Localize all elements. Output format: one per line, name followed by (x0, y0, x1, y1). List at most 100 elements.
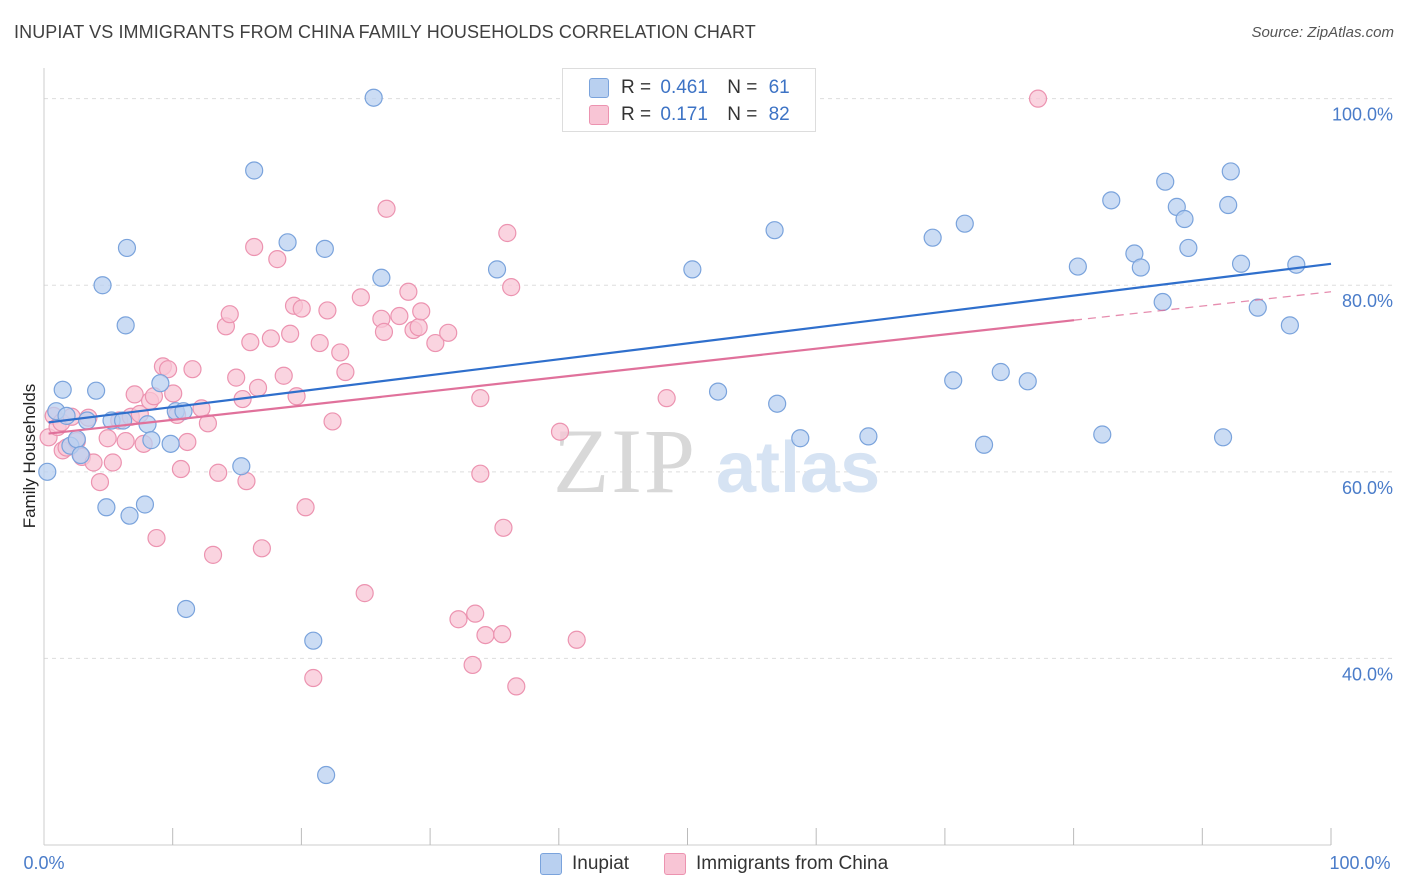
data-point-inupiat (944, 371, 963, 390)
data-point-inupiat (974, 435, 994, 454)
correlation-legend: R = 0.461 N = 61 R = 0.171 N = 82 (562, 68, 816, 132)
data-point-immigrants-from-china (463, 655, 482, 675)
data-point-immigrants-from-china (507, 677, 526, 696)
data-point-inupiat (315, 239, 334, 258)
data-point-immigrants-from-china (476, 625, 495, 645)
data-point-immigrants-from-china (493, 625, 512, 644)
trend-line-inupiat (48, 262, 1332, 424)
data-point-inupiat (116, 316, 135, 335)
data-point-immigrants-from-china (494, 518, 513, 537)
data-point-inupiat (120, 506, 139, 525)
data-point-inupiat (38, 462, 57, 481)
data-point-inupiat (1018, 372, 1037, 391)
data-point-immigrants-from-china (304, 668, 323, 688)
data-point-immigrants-from-china (147, 528, 166, 548)
data-point-inupiat (487, 260, 507, 279)
data-point-immigrants-from-china (274, 366, 293, 385)
bottom-legend-label-inupiat: Inupiat (572, 853, 630, 874)
data-point-inupiat (1231, 254, 1251, 273)
data-point-immigrants-from-china (227, 368, 246, 387)
legend-r-label: R = (621, 104, 652, 125)
legend-n-value: 61 (768, 77, 790, 98)
legend-n-label: N = (727, 77, 758, 98)
legend-n-label: N = (727, 104, 758, 125)
data-point-inupiat (71, 445, 90, 465)
legend-text-inupiat: R = 0.461 N = 61 (621, 77, 790, 99)
data-point-inupiat (317, 765, 336, 785)
data-point-immigrants-from-china (567, 630, 586, 649)
data-point-immigrants-from-china (323, 412, 342, 431)
legend-n-value: 82 (768, 104, 790, 125)
legend-r-label: R = (621, 77, 652, 98)
data-point-inupiat (955, 214, 974, 233)
data-point-immigrants-from-china (90, 472, 110, 492)
legend-r-value: 0.171 (660, 104, 708, 125)
watermark: ZIP atlas (553, 410, 880, 512)
legend-text-immigrants-from-china: R = 0.171 N = 82 (621, 104, 790, 126)
y-tick-labels: 40.0% 60.0% 80.0% 100.0% (1332, 105, 1393, 685)
data-point-immigrants-from-china (550, 422, 570, 441)
source-label: Source: ZipAtlas.com (1251, 24, 1394, 41)
chart-title: INUPIAT VS IMMIGRANTS FROM CHINA FAMILY … (14, 22, 756, 42)
data-point-inupiat (683, 260, 702, 279)
data-point-immigrants-from-china (657, 389, 676, 408)
y-tick-label: 100.0% (1332, 105, 1393, 125)
data-point-inupiat (245, 161, 264, 180)
data-point-inupiat (87, 381, 106, 400)
data-point-immigrants-from-china (449, 610, 468, 629)
data-point-immigrants-from-china (331, 343, 350, 362)
watermark-zip: ZIP (553, 410, 697, 512)
data-point-inupiat (1213, 428, 1233, 447)
data-point-immigrants-from-china (466, 604, 485, 623)
x-ticks (172, 828, 1332, 845)
data-point-immigrants-from-china (390, 306, 409, 326)
data-point-immigrants-from-china (310, 333, 329, 353)
y-tick-label: 60.0% (1342, 478, 1393, 498)
data-point-immigrants-from-china (498, 223, 517, 243)
bottom-legend-swatch-inupiat (540, 853, 562, 875)
data-point-inupiat (278, 233, 297, 252)
data-point-inupiat (161, 434, 180, 453)
data-point-inupiat (1221, 162, 1240, 181)
data-point-inupiat (67, 430, 86, 449)
data-point-immigrants-from-china (158, 360, 178, 379)
data-point-immigrants-from-china (103, 453, 122, 472)
data-point-immigrants-from-china (351, 288, 370, 307)
data-point-immigrants-from-china (178, 432, 197, 452)
data-point-inupiat (142, 431, 161, 450)
data-point-immigrants-from-china (412, 302, 431, 321)
data-point-immigrants-from-china (248, 378, 268, 397)
data-point-inupiat (93, 276, 112, 295)
data-point-immigrants-from-china (241, 333, 260, 352)
x-tick-label-end: 100.0% (1329, 853, 1390, 873)
legend-swatch-inupiat (589, 78, 609, 98)
data-point-immigrants-from-china (409, 318, 428, 337)
data-point-immigrants-from-china (296, 498, 315, 517)
data-point-inupiat (1287, 255, 1306, 274)
y-tick-label: 80.0% (1342, 291, 1393, 311)
data-point-inupiat (859, 427, 878, 446)
data-point-immigrants-from-china (98, 429, 117, 448)
data-point-inupiat (53, 380, 72, 399)
data-point-immigrants-from-china (292, 299, 311, 318)
data-point-immigrants-from-china (268, 250, 287, 269)
data-point-inupiat (1131, 258, 1150, 277)
data-point-inupiat (117, 238, 137, 258)
data-point-inupiat (1156, 172, 1175, 191)
data-point-inupiat (78, 411, 97, 430)
data-point-inupiat (1219, 195, 1238, 215)
data-point-immigrants-from-china (116, 431, 135, 451)
data-point-inupiat (1248, 298, 1267, 317)
y-tick-label: 40.0% (1342, 664, 1393, 684)
data-point-inupiat (1102, 191, 1121, 210)
legend-swatch-immigrants-from-china (589, 105, 609, 125)
data-point-immigrants-from-china (220, 305, 239, 324)
data-point-immigrants-from-china (164, 384, 183, 403)
data-point-inupiat (176, 599, 196, 619)
data-point-inupiat (791, 429, 810, 448)
data-point-immigrants-from-china (399, 282, 418, 301)
data-point-inupiat (232, 457, 251, 476)
trend-line-extension-immigrants-from-china (1073, 291, 1332, 321)
data-point-immigrants-from-china (203, 545, 223, 564)
data-point-immigrants-from-china (281, 324, 300, 343)
